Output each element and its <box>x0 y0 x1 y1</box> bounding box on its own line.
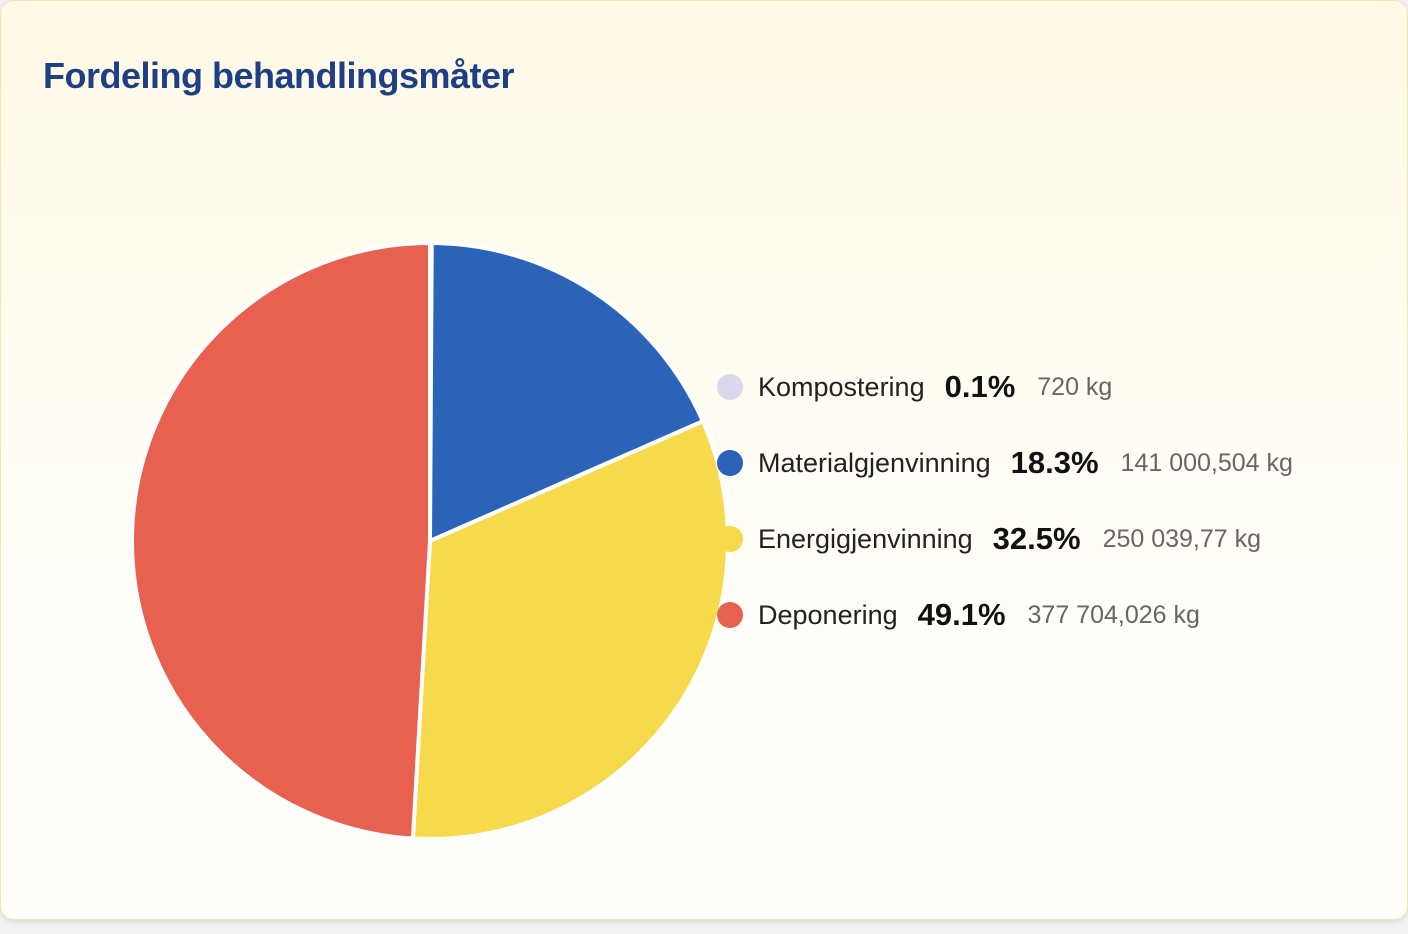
legend-item-materialgjenvinning[interactable]: Materialgjenvinning 18.3% 141 000,504 kg <box>717 439 1293 487</box>
legend-label: Materialgjenvinning <box>758 447 991 478</box>
pie-slice-deponering[interactable] <box>130 241 432 841</box>
legend: Kompostering 0.1% 720 kg Materialgjenvin… <box>717 363 1293 667</box>
legend-item-deponering[interactable]: Deponering 49.1% 377 704,026 kg <box>717 591 1293 639</box>
legend-amount: 250 039,77 kg <box>1102 524 1262 553</box>
pie-slice-energigjenvinning[interactable] <box>410 419 730 841</box>
legend-item-kompostering[interactable]: Kompostering 0.1% 720 kg <box>717 363 1293 411</box>
legend-swatch <box>717 602 743 628</box>
legend-percent: 18.3% <box>1010 445 1099 480</box>
legend-swatch <box>717 526 743 552</box>
legend-item-energigjenvinning[interactable]: Energigjenvinning 32.5% 250 039,77 kg <box>717 515 1293 563</box>
legend-amount: 141 000,504 kg <box>1120 448 1293 477</box>
legend-percent: 32.5% <box>992 521 1081 556</box>
legend-label: Kompostering <box>758 371 925 402</box>
legend-swatch <box>717 374 743 400</box>
legend-label: Energigjenvinning <box>758 523 973 554</box>
pie-slice-materialgjenvinning[interactable] <box>428 241 705 543</box>
legend-percent: 49.1% <box>917 597 1006 632</box>
chart-title: Fordeling behandlingsmåter <box>43 55 515 96</box>
legend-label: Deponering <box>758 599 898 630</box>
legend-amount: 720 kg <box>1037 372 1113 401</box>
legend-percent: 0.1% <box>944 369 1016 404</box>
legend-amount: 377 704,026 kg <box>1027 600 1200 629</box>
legend-swatch <box>717 450 743 476</box>
